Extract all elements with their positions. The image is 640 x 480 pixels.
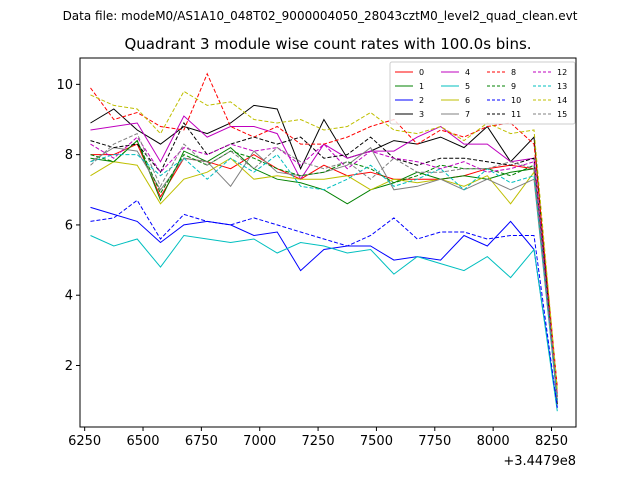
x-tick-label: 6500 <box>126 434 159 449</box>
y-tick-label: 10 <box>56 78 73 93</box>
series-line-6 <box>90 157 558 398</box>
legend-label-6: 6 <box>465 96 470 105</box>
series-line-2 <box>90 206 558 408</box>
series-line-11 <box>90 122 558 401</box>
x-tick-label: 7000 <box>243 434 276 449</box>
legend-label-4: 4 <box>465 68 470 77</box>
y-tick-label: 4 <box>65 289 73 304</box>
series-line-13 <box>90 153 558 401</box>
x-tick-label: 8000 <box>477 434 510 449</box>
legend-label-0: 0 <box>419 68 424 77</box>
legend-label-10: 10 <box>511 96 521 105</box>
legend-label-11: 11 <box>511 110 521 119</box>
series-line-0 <box>90 143 558 394</box>
x-tick-label: 6250 <box>68 434 101 449</box>
plot-area <box>90 72 558 412</box>
series-line-10 <box>90 199 558 408</box>
series-line-3 <box>90 104 558 405</box>
axes: 6250 6500 6750 7000 7250 7500 7750 8000 8250+3.4… <box>56 57 577 469</box>
y-tick-label: 8 <box>65 148 73 163</box>
legend-label-14: 14 <box>557 96 567 105</box>
data-file-caption: Data file: modeM0/AS1A10_048T02_90000040… <box>63 9 578 23</box>
legend-label-8: 8 <box>511 68 516 77</box>
plot-frame <box>79 57 577 428</box>
legend-label-2: 2 <box>419 96 424 105</box>
series-line-8 <box>90 72 558 387</box>
legend-label-1: 1 <box>419 82 424 91</box>
y-tick-label: 2 <box>65 359 73 374</box>
legend-label-7: 7 <box>465 110 470 119</box>
x-tick-label: 7250 <box>302 434 335 449</box>
legend-label-15: 15 <box>557 110 567 119</box>
legend-label-13: 13 <box>557 82 567 91</box>
x-offset-label: +3.4479e8 <box>503 454 576 469</box>
x-tick-label: 8250 <box>535 434 568 449</box>
series-line-14 <box>90 90 558 391</box>
legend-box <box>389 61 576 125</box>
legend-label-5: 5 <box>465 82 470 91</box>
series-line-15 <box>90 132 558 401</box>
series-line-12 <box>90 136 558 398</box>
series-line-5 <box>90 234 558 412</box>
chart-title: Quadrant 3 module wise count rates with … <box>124 35 531 53</box>
y-tick-label: 6 <box>65 218 73 233</box>
legend-label-3: 3 <box>419 110 424 119</box>
x-tick-label: 7500 <box>360 434 393 449</box>
x-tick-label: 6750 <box>185 434 218 449</box>
x-tick-label: 7750 <box>418 434 451 449</box>
legend-label-9: 9 <box>511 82 516 91</box>
legend-label-12: 12 <box>557 68 567 77</box>
